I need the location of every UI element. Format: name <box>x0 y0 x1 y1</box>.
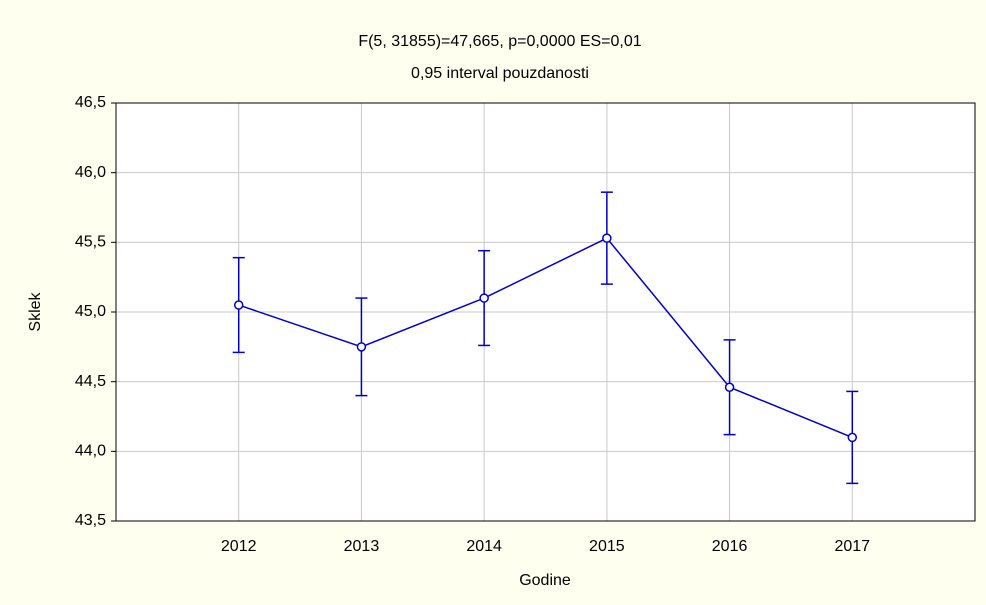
y-tick-label: 43,5 <box>75 512 106 529</box>
y-tick-label: 46,5 <box>75 94 106 111</box>
data-point <box>356 342 367 352</box>
y-tick-label: 45,5 <box>75 234 106 251</box>
data-point <box>479 293 489 303</box>
y-axis-label: Sklek <box>27 291 44 331</box>
x-axis-label: Godine <box>519 572 571 589</box>
data-point <box>233 300 244 310</box>
x-tick-label: 2016 <box>712 538 748 555</box>
x-tick-label: 2017 <box>834 538 870 555</box>
data-point <box>847 432 858 443</box>
x-tick-label: 2014 <box>466 538 502 555</box>
y-tick-label: 44,0 <box>75 443 106 460</box>
plot-frame <box>115 102 976 522</box>
x-tick-label: 2012 <box>221 538 257 555</box>
x-tick-label: 2015 <box>589 538 625 555</box>
y-tick-label: 46,0 <box>75 164 106 181</box>
y-tick-label: 45,0 <box>75 303 106 320</box>
chart-title: F(5, 31855)=47,665, p=0,0000 ES=0,01 <box>358 33 641 50</box>
y-tick-label: 44,5 <box>75 373 106 390</box>
x-tick-label: 2013 <box>344 538 380 555</box>
data-point <box>724 382 735 392</box>
data-line <box>238 237 853 439</box>
chart-subtitle: 0,95 interval pouzdanosti <box>411 65 589 82</box>
data-point <box>602 233 612 243</box>
